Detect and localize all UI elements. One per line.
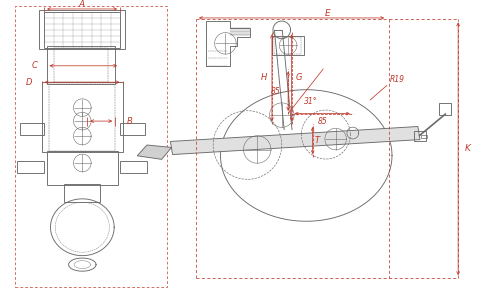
Text: B: B — [127, 117, 133, 126]
Text: 85: 85 — [318, 117, 327, 126]
Bar — [414, 131, 426, 141]
Bar — [47, 151, 118, 185]
Bar — [439, 103, 451, 115]
Text: G: G — [295, 73, 302, 82]
Bar — [47, 46, 115, 84]
Bar — [17, 161, 44, 173]
Text: 31°: 31° — [304, 97, 318, 106]
Text: C: C — [31, 61, 37, 70]
Bar — [54, 48, 108, 82]
Polygon shape — [171, 126, 420, 155]
Text: A: A — [79, 0, 85, 9]
Text: H: H — [261, 73, 267, 82]
Bar — [39, 10, 125, 49]
Bar — [274, 37, 301, 54]
Bar — [120, 161, 147, 173]
Text: D: D — [26, 78, 33, 87]
Bar — [20, 123, 44, 135]
Bar — [64, 184, 100, 202]
Bar — [120, 123, 145, 135]
Bar — [42, 82, 122, 152]
Text: 85: 85 — [270, 87, 280, 96]
Bar — [421, 135, 427, 138]
Bar — [272, 36, 304, 55]
Bar — [49, 84, 115, 151]
Bar — [15, 6, 167, 287]
Text: R19: R19 — [390, 75, 404, 84]
Text: T: T — [315, 136, 320, 145]
Polygon shape — [137, 145, 172, 159]
Text: E: E — [324, 9, 330, 18]
Text: K: K — [465, 144, 471, 153]
Bar — [44, 12, 120, 48]
